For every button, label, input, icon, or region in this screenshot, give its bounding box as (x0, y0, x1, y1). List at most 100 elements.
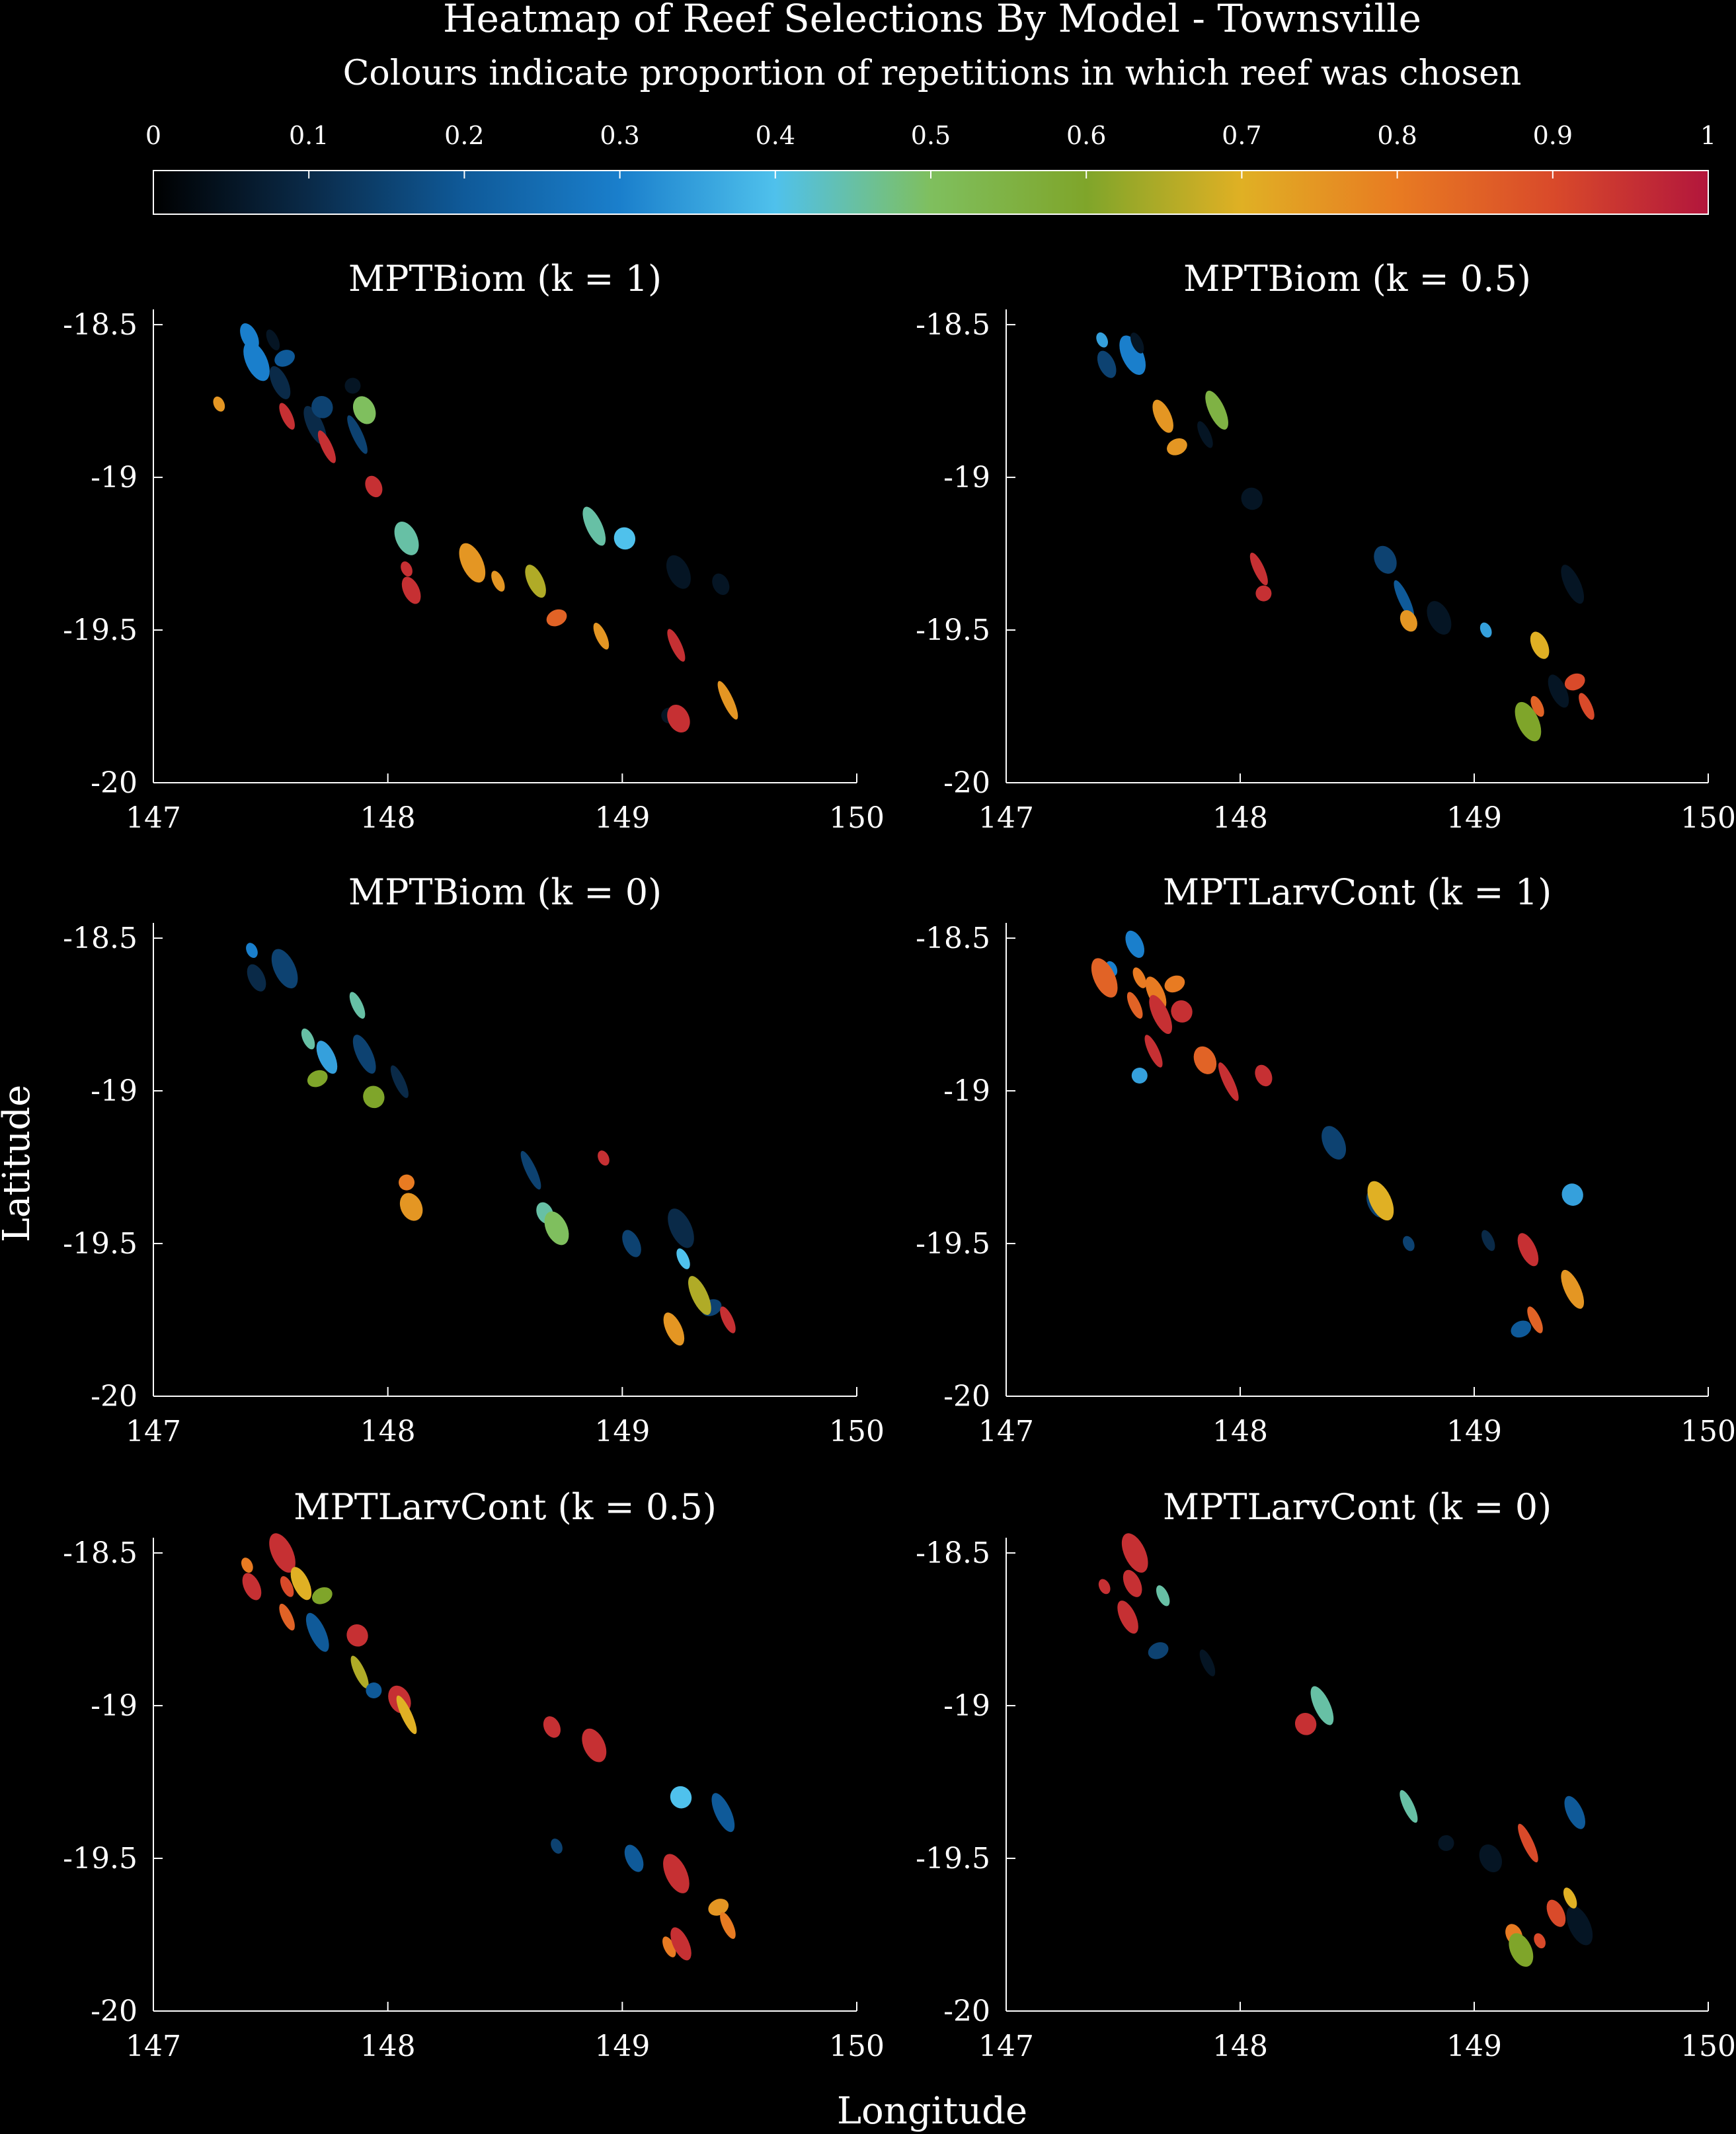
map-panel-2: MPTBiom (k = 0.5) 147 148 149 150 -18.5 -19 -19… (916, 258, 1736, 835)
y-tick-label: -20 (943, 766, 990, 800)
reef-polygon (1564, 1796, 1585, 1829)
reef-polygon (662, 1936, 676, 1957)
reef-polygon (1400, 1790, 1418, 1823)
reef-polygon (1149, 995, 1172, 1035)
reef-polygon (676, 1248, 690, 1269)
reef-polygon (666, 555, 691, 589)
reef-polygon (349, 992, 366, 1019)
reef-polygon (344, 377, 361, 394)
reef-polygon (720, 1306, 736, 1333)
reef-polygon (213, 396, 225, 412)
y-tick-label: -19.5 (916, 1227, 990, 1261)
reef-polygon (401, 561, 413, 577)
reef-polygon (613, 527, 636, 550)
x-tick-label: 150 (829, 1415, 885, 1448)
reef-polygon (1561, 565, 1585, 604)
reef-polygon (1125, 930, 1145, 958)
y-tick-label: -19 (91, 1074, 138, 1108)
reef-polygon (688, 1276, 711, 1316)
reef-polygon (1518, 1823, 1538, 1863)
reef-polygon (1527, 1306, 1543, 1333)
reef-polygon (1152, 399, 1173, 433)
reef-polygon (1249, 552, 1268, 586)
reef-layer (1096, 332, 1595, 742)
reef-polygon (401, 576, 421, 604)
reef-polygon (1167, 438, 1187, 455)
reef-polygon (269, 366, 291, 399)
reef-polygon (1403, 1236, 1415, 1251)
reef-polygon (1511, 1320, 1532, 1338)
reef-polygon (307, 1070, 328, 1087)
reef-polygon (347, 415, 368, 454)
colorbar: 0 0.1 0.2 0.3 0.4 0.5 0.6 0.7 0.8 0.9 1 (145, 121, 1716, 215)
x-tick-label: 148 (1212, 801, 1268, 835)
reef-polygon (305, 1612, 329, 1652)
reef-polygon (1131, 1067, 1148, 1084)
reef-polygon (663, 1854, 690, 1893)
y-tick-label: -19 (943, 1689, 990, 1723)
reef-polygon (243, 341, 270, 381)
reef-polygon (279, 1603, 295, 1631)
reef-polygon (1517, 1233, 1539, 1267)
y-tick-label: -18.5 (63, 922, 138, 955)
reef-polygon (317, 430, 336, 463)
map-panel-1: MPTBiom (k = 1) 147 148 149 150 -18.5 -19 -19.5… (63, 258, 885, 835)
colorbar-tick-marks (153, 171, 1709, 178)
colorbar-tick-label: 0.3 (600, 121, 639, 150)
y-tick-label: -18.5 (916, 308, 990, 342)
x-tick-label: 150 (1680, 2030, 1736, 2063)
reef-polygon (582, 506, 606, 546)
reef-layer (241, 1533, 736, 1961)
reef-polygon (1091, 958, 1118, 998)
panel-grid: MPTBiom (k = 1) 147 148 149 150 -18.5 -19 -19.5… (63, 258, 1736, 2063)
reef-polygon (1579, 693, 1595, 720)
reef-polygon (274, 350, 295, 367)
reef-polygon (1480, 622, 1492, 638)
reef-polygon (1164, 975, 1185, 993)
y-axis-label: Latitude (0, 1085, 38, 1243)
reef-polygon (1530, 631, 1550, 659)
reef-polygon (279, 403, 295, 430)
panel-title: MPTBiom (k = 0) (348, 871, 662, 913)
reef-polygon (1130, 333, 1144, 354)
colorbar-tick-label: 0.1 (289, 121, 329, 150)
reef-polygon (1156, 1585, 1170, 1606)
reef-polygon (708, 1899, 729, 1916)
reef-polygon (1546, 1899, 1566, 1927)
x-tick-label: 150 (1680, 1415, 1736, 1448)
x-tick-label: 149 (1446, 801, 1502, 835)
map-panel-4: MPTLarvCont (k = 1) 147 148 149 150 -18.5 -19 -… (916, 871, 1736, 1448)
y-tick-label: -19.5 (916, 613, 990, 647)
panel-title: MPTBiom (k = 1) (348, 258, 662, 299)
colorbar-tick-label: 0.9 (1533, 121, 1573, 150)
colorbar-tick-label: 0.4 (756, 121, 795, 150)
reef-polygon (1310, 1686, 1334, 1725)
colorbar-tick-label: 0.6 (1066, 121, 1106, 150)
panel-title: MPTBiom (k = 0.5) (1183, 258, 1531, 299)
x-tick-label: 150 (829, 801, 885, 835)
reef-polygon (1438, 1835, 1454, 1851)
reef-polygon (459, 543, 486, 583)
reef-polygon (269, 1533, 296, 1573)
x-tick-label: 149 (1446, 2030, 1502, 2063)
reef-polygon (1548, 674, 1569, 708)
y-tick-label: -19 (943, 461, 990, 494)
y-tick-label: -19 (943, 1074, 990, 1108)
reef-polygon (247, 964, 266, 992)
reef-polygon (1294, 1712, 1317, 1735)
reef-polygon (720, 1912, 736, 1939)
x-tick-label: 148 (1212, 2030, 1268, 2063)
y-tick-label: -20 (943, 1995, 990, 2028)
x-tick-label: 147 (978, 801, 1034, 835)
map-panel-6: MPTLarvCont (k = 0) 147 148 149 150 -18.5 -19 -… (916, 1486, 1736, 2063)
reef-polygon (1255, 585, 1272, 602)
reef-polygon (365, 475, 383, 498)
reef-polygon (1197, 421, 1213, 448)
y-tick-label: -20 (943, 1380, 990, 1413)
reef-polygon (1098, 1579, 1111, 1595)
x-tick-label: 149 (594, 801, 650, 835)
figure-subtitle: Colours indicate proportion of repetitio… (343, 54, 1522, 93)
reef-polygon (1561, 1183, 1583, 1206)
reef-polygon (399, 1174, 415, 1191)
y-tick-label: -19.5 (63, 1227, 138, 1261)
